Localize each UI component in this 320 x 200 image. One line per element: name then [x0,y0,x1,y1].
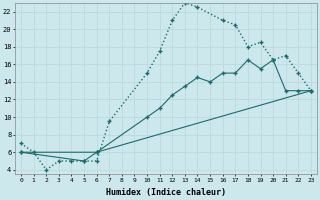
X-axis label: Humidex (Indice chaleur): Humidex (Indice chaleur) [106,188,226,197]
